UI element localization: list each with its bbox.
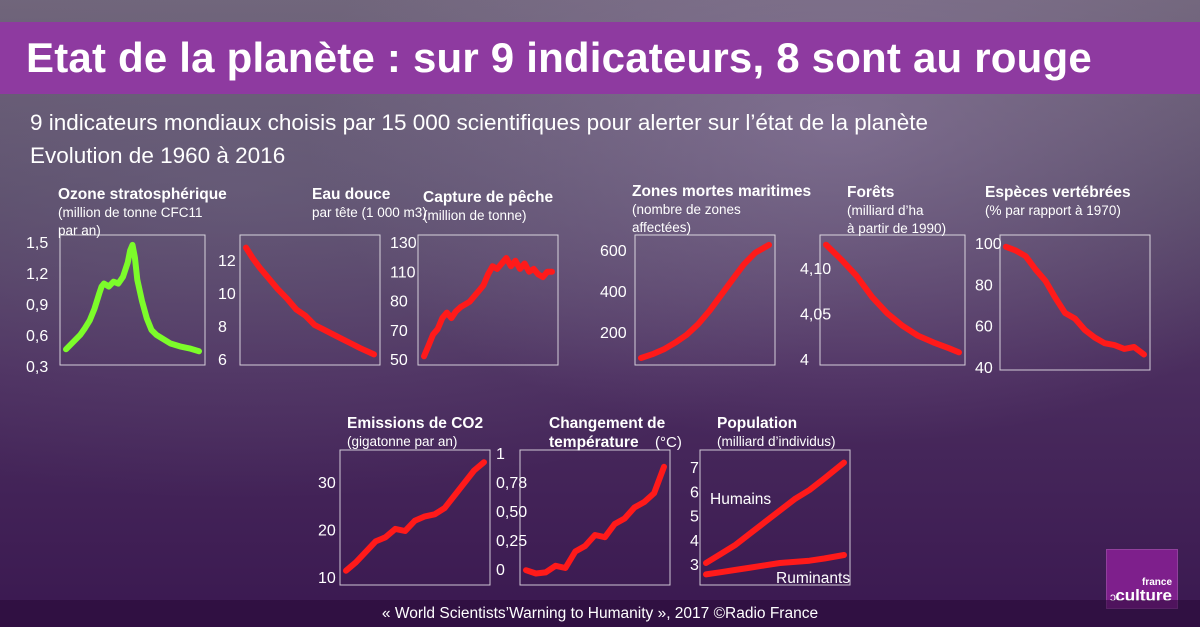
co2-tick-label-2: 10 [318, 570, 336, 587]
temperature-tick-label-4: 0 [496, 562, 505, 579]
peche-tick-label-4: 50 [390, 352, 408, 369]
peche-subtitle-0: (million de tonne) [423, 208, 527, 223]
population-tick-label-4: 3 [690, 557, 699, 574]
population-tick-label-1: 6 [690, 484, 699, 501]
title-band: Etat de la planète : sur 9 indicateurs, … [0, 22, 1200, 94]
especes-tick-label-1: 80 [975, 277, 993, 294]
especes-series-line [1003, 243, 1147, 358]
especes-subtitle-0: (% par rapport à 1970) [985, 203, 1121, 218]
forets-title: Forêts [847, 184, 894, 201]
ozone-tick-label-4: 0,3 [26, 359, 48, 376]
subtitle-line-1: 9 indicateurs mondiaux choisis par 15 00… [30, 110, 929, 135]
forets-tick-label-0: 4,10 [800, 261, 831, 278]
temperature-series-line [523, 463, 667, 577]
footer-credit: « World Scientists’Warning to Humanity »… [0, 600, 1200, 627]
ozone-tick-label-3: 0,6 [26, 328, 48, 345]
eau-tick-label-3: 6 [218, 352, 227, 369]
eau-subtitle-0: par tête (1 000 m3) [312, 205, 427, 220]
temperature-tick-label-2: 0,50 [496, 504, 527, 521]
eau-title: Eau douce [312, 186, 391, 203]
temperature-tick-label-1: 0,78 [496, 475, 527, 492]
peche-tick-label-2: 80 [390, 294, 408, 311]
co2-tick-label-0: 30 [318, 475, 336, 492]
population-plot-frame [699, 449, 851, 586]
population-series-line-1 [703, 552, 847, 578]
co2-tick-label-1: 20 [318, 523, 336, 540]
eau-tick-label-0: 12 [218, 253, 236, 270]
zones-tick-label-2: 200 [600, 325, 627, 342]
subtitle-line-2: Evolution de 1960 à 2016 [30, 143, 286, 168]
temperature-tick-label-3: 0,25 [496, 533, 527, 550]
ozone-series-line [63, 241, 202, 355]
zones-series-line [638, 241, 772, 361]
zones-tick-label-1: 400 [600, 284, 627, 301]
especes-tick-label-2: 60 [975, 319, 993, 336]
population-annotation-1: Ruminants [776, 570, 850, 587]
temperature-title: Changement de [549, 415, 666, 432]
co2-title: Emissions de CO2 [347, 415, 483, 432]
especes-plot-frame [999, 234, 1151, 371]
forets-series-line [823, 241, 962, 356]
population-tick-label-3: 4 [690, 533, 699, 550]
ozone-subtitle-1: par an) [58, 223, 101, 238]
zones-title: Zones mortes maritimes [632, 183, 811, 200]
page-title: Etat de la planète : sur 9 indicateurs, … [26, 34, 1092, 81]
population-annotation-0: Humains [710, 491, 771, 508]
indicator-charts: Ozone stratosphérique (million de tonne C… [26, 183, 1151, 587]
eau-plot-frame [239, 234, 381, 366]
peche-series-line [421, 255, 555, 360]
forets-subtitle-0: (milliard d’ha [847, 203, 924, 218]
ozone-plot-frame [59, 234, 206, 366]
co2-series-line [343, 459, 487, 574]
temperature-title-2: température [549, 434, 639, 451]
eau-tick-label-1: 10 [218, 286, 236, 303]
population-subtitle-0: (milliard d’individus) [717, 434, 836, 449]
peche-tick-label-0: 130 [390, 235, 417, 252]
forets-subtitle-1: à partir de 1990) [847, 221, 946, 236]
eau-series-line [243, 244, 377, 358]
peche-plot-frame [417, 234, 559, 366]
ozone-tick-label-2: 0,9 [26, 297, 48, 314]
zones-tick-label-0: 600 [600, 243, 627, 260]
co2-plot-frame [339, 449, 491, 586]
ozone-title: Ozone stratosphérique [58, 186, 227, 203]
temperature-subtitle-0: (°C) [655, 434, 682, 451]
population-series-line-0 [703, 459, 847, 566]
population-title: Population [717, 415, 797, 432]
especes-tick-label-0: 100 [975, 236, 1002, 253]
zones-subtitle-0: (nombre de zones [632, 202, 741, 217]
logo-mark-icon: ↄ [1110, 590, 1116, 604]
zones-plot-frame [634, 234, 776, 366]
population-tick-label-2: 5 [690, 509, 699, 526]
temperature-plot-frame [519, 449, 671, 586]
peche-title: Capture de pêche [423, 189, 553, 206]
peche-tick-label-1: 110 [390, 264, 416, 281]
ozone-tick-label-0: 1,5 [26, 235, 48, 252]
especes-tick-label-3: 40 [975, 360, 993, 377]
eau-tick-label-2: 8 [218, 319, 227, 336]
temperature-tick-label-0: 1 [496, 446, 505, 463]
logo-line-1: france [1141, 577, 1172, 588]
co2-subtitle-0: (gigatonne par an) [347, 434, 457, 449]
forets-tick-label-1: 4,05 [800, 307, 831, 324]
ozone-subtitle-0: (million de tonne CFC11 [58, 205, 203, 220]
forets-tick-label-2: 4 [800, 352, 809, 369]
especes-title: Espèces vertébrées [985, 184, 1131, 201]
zones-subtitle-1: affectées) [632, 220, 691, 235]
population-tick-label-0: 7 [690, 460, 699, 477]
ozone-tick-label-1: 1,2 [26, 266, 48, 283]
forets-plot-frame [819, 234, 966, 366]
peche-tick-label-3: 70 [390, 323, 408, 340]
